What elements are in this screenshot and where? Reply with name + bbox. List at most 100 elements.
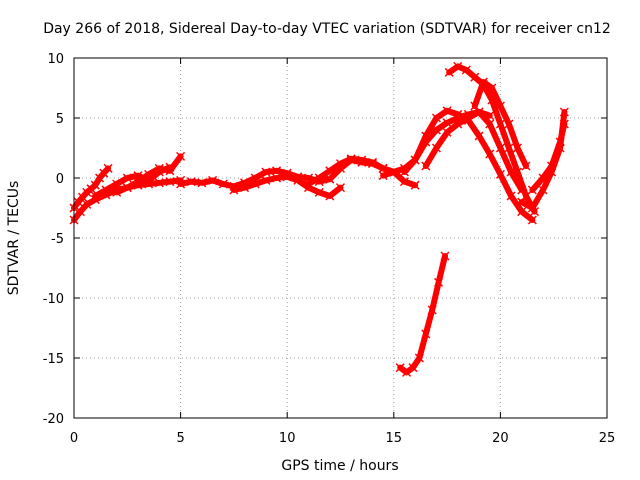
data-point	[442, 127, 452, 137]
data-point-stroke	[176, 179, 186, 189]
data-point	[218, 179, 228, 189]
data-point-stroke	[282, 172, 292, 182]
data-point-stroke	[101, 185, 111, 195]
data-point	[408, 363, 418, 373]
x-tick-label: 10	[279, 431, 296, 446]
data-point	[101, 185, 111, 195]
data-point	[186, 177, 196, 187]
data-point-stroke	[378, 163, 388, 173]
data-point-stroke	[240, 183, 250, 193]
data-point	[402, 367, 412, 377]
y-tick-label: -5	[51, 232, 64, 247]
data-point-stroke	[495, 143, 505, 153]
data-point	[470, 101, 480, 111]
data-point-stroke	[453, 119, 463, 129]
data-point	[421, 131, 431, 141]
x-axis-label: GPS time / hours	[281, 458, 398, 474]
data-point-stroke	[504, 119, 514, 129]
data-point	[325, 166, 335, 176]
data-point	[325, 191, 335, 201]
data-point-stroke	[453, 109, 463, 119]
data-point-stroke	[485, 119, 495, 129]
data-point	[395, 363, 405, 373]
data-point	[495, 143, 505, 153]
data-point	[272, 166, 282, 176]
data-point	[75, 207, 85, 217]
data-point	[414, 353, 424, 363]
data-point-stroke	[197, 178, 207, 188]
data-point	[165, 177, 175, 187]
data-point	[463, 113, 473, 123]
data-point	[487, 83, 497, 93]
data-point-stroke	[512, 167, 522, 177]
data-point	[272, 173, 282, 183]
data-point-stroke	[122, 183, 132, 193]
data-point	[378, 171, 388, 181]
data-point	[410, 180, 420, 190]
data-series	[229, 172, 346, 201]
data-point-stroke	[444, 67, 454, 77]
data-point	[474, 131, 484, 141]
data-point	[517, 197, 527, 207]
data-point-stroke	[165, 166, 175, 176]
data-point-stroke	[408, 363, 418, 373]
y-tick-label: 0	[56, 172, 64, 187]
data-point	[122, 173, 132, 183]
data-point-stroke	[461, 65, 471, 75]
data-point	[357, 155, 367, 165]
data-point	[527, 215, 537, 225]
tick-layer: 0 5 10 15 20 25 -20 -15 -10 -5 0 5 10	[43, 52, 616, 446]
data-point	[133, 177, 143, 187]
data-point-stroke	[495, 101, 505, 111]
data-point-stroke	[527, 203, 537, 213]
data-point-stroke	[559, 107, 569, 117]
data-point-stroke	[463, 113, 473, 123]
data-point-stroke	[378, 171, 388, 181]
data-point	[504, 143, 514, 153]
data-point	[442, 106, 452, 116]
data-point	[470, 72, 480, 82]
data-series	[69, 175, 186, 225]
data-point-stroke	[261, 175, 271, 185]
y-tick-label: 10	[47, 52, 64, 67]
data-point-stroke	[410, 180, 420, 190]
data-point-stroke	[478, 77, 488, 87]
data-point-stroke	[442, 106, 452, 116]
data-point	[293, 175, 303, 185]
data-point	[495, 119, 505, 129]
data-point-stroke	[346, 154, 356, 164]
data-point-stroke	[208, 175, 218, 185]
series-line	[422, 109, 525, 193]
data-point-stroke	[431, 125, 441, 135]
data-point	[335, 183, 346, 193]
data-point-stroke	[272, 166, 282, 176]
data-point-stroke	[410, 155, 420, 165]
x-tick-label: 0	[70, 431, 78, 446]
data-point-stroke	[395, 363, 405, 373]
data-point-stroke	[75, 207, 85, 217]
data-series	[527, 119, 569, 195]
data-point	[208, 175, 218, 185]
data-point-stroke	[538, 185, 548, 195]
data-point	[165, 166, 175, 176]
data-point-stroke	[133, 177, 143, 187]
data-point	[453, 109, 463, 119]
data-point	[506, 191, 516, 201]
data-point-stroke	[538, 173, 548, 183]
data-point-stroke	[485, 149, 495, 159]
data-point	[559, 119, 569, 129]
data-point-stroke	[431, 143, 441, 153]
data-point-stroke	[399, 167, 409, 177]
data-point-stroke	[453, 61, 463, 71]
data-point	[410, 155, 420, 165]
data-point-stroke	[144, 169, 154, 179]
data-point-stroke	[517, 197, 527, 207]
data-point	[485, 149, 495, 159]
data-point	[176, 151, 186, 161]
data-point	[240, 183, 250, 193]
data-series	[112, 151, 186, 197]
data-point	[112, 179, 122, 189]
data-point-stroke	[517, 207, 527, 217]
data-point-stroke	[547, 161, 557, 171]
